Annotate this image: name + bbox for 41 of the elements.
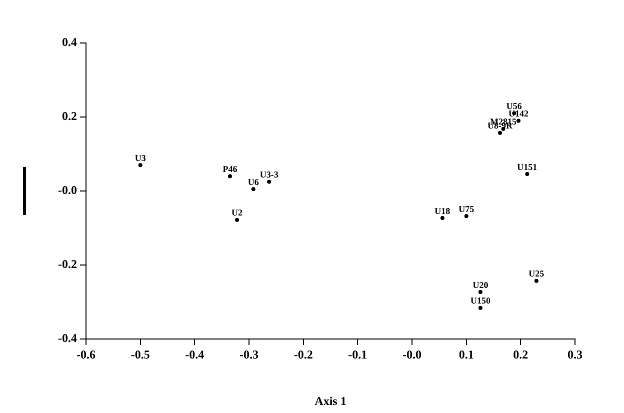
data-label: U151	[517, 162, 538, 172]
x-tick-label: 0.2	[513, 347, 528, 362]
y-tick-label: -0.0	[58, 183, 77, 198]
x-axis-title: Axis 1	[314, 394, 346, 408]
x-tick-label: 0.3	[568, 347, 582, 362]
data-label: U2	[232, 208, 244, 218]
point	[228, 174, 232, 178]
data-label: U6	[248, 176, 260, 187]
y-tick-label: 0.2	[62, 109, 77, 124]
data-label: U150	[470, 296, 491, 306]
x-tick-label: -0.3	[240, 347, 258, 362]
data-label: U142	[508, 108, 529, 119]
point	[464, 214, 468, 218]
point	[525, 172, 530, 176]
point	[138, 163, 142, 168]
point	[235, 218, 240, 222]
x-tick-label: -0.6	[76, 347, 96, 362]
data-label: U18	[434, 206, 451, 216]
data-label: U56	[506, 101, 522, 112]
data-label: U25	[528, 268, 545, 279]
point	[478, 290, 482, 294]
point	[498, 130, 502, 135]
point	[478, 306, 482, 310]
x-tick-label: -0.0	[402, 347, 422, 362]
x-tick-label: -0.4	[185, 347, 204, 362]
y-tick-label: 0.4	[62, 35, 77, 50]
point	[440, 216, 444, 220]
point	[251, 187, 256, 192]
x-tick-label: -0.2	[294, 347, 313, 362]
data-label: U3	[134, 152, 146, 163]
y-tick-label: -0.2	[58, 257, 77, 272]
x-tick-label: -0.1	[348, 347, 368, 362]
data-label: U75	[458, 204, 475, 214]
data-label: U3-3	[260, 170, 279, 180]
x-tick-label: 0.1	[458, 347, 474, 362]
point	[534, 278, 538, 283]
data-label: P46	[222, 164, 238, 174]
x-tick-label: -0.5	[130, 347, 150, 362]
point	[267, 180, 272, 184]
y-tick-label: -0.4	[58, 331, 77, 346]
data-label: U20	[472, 280, 489, 290]
